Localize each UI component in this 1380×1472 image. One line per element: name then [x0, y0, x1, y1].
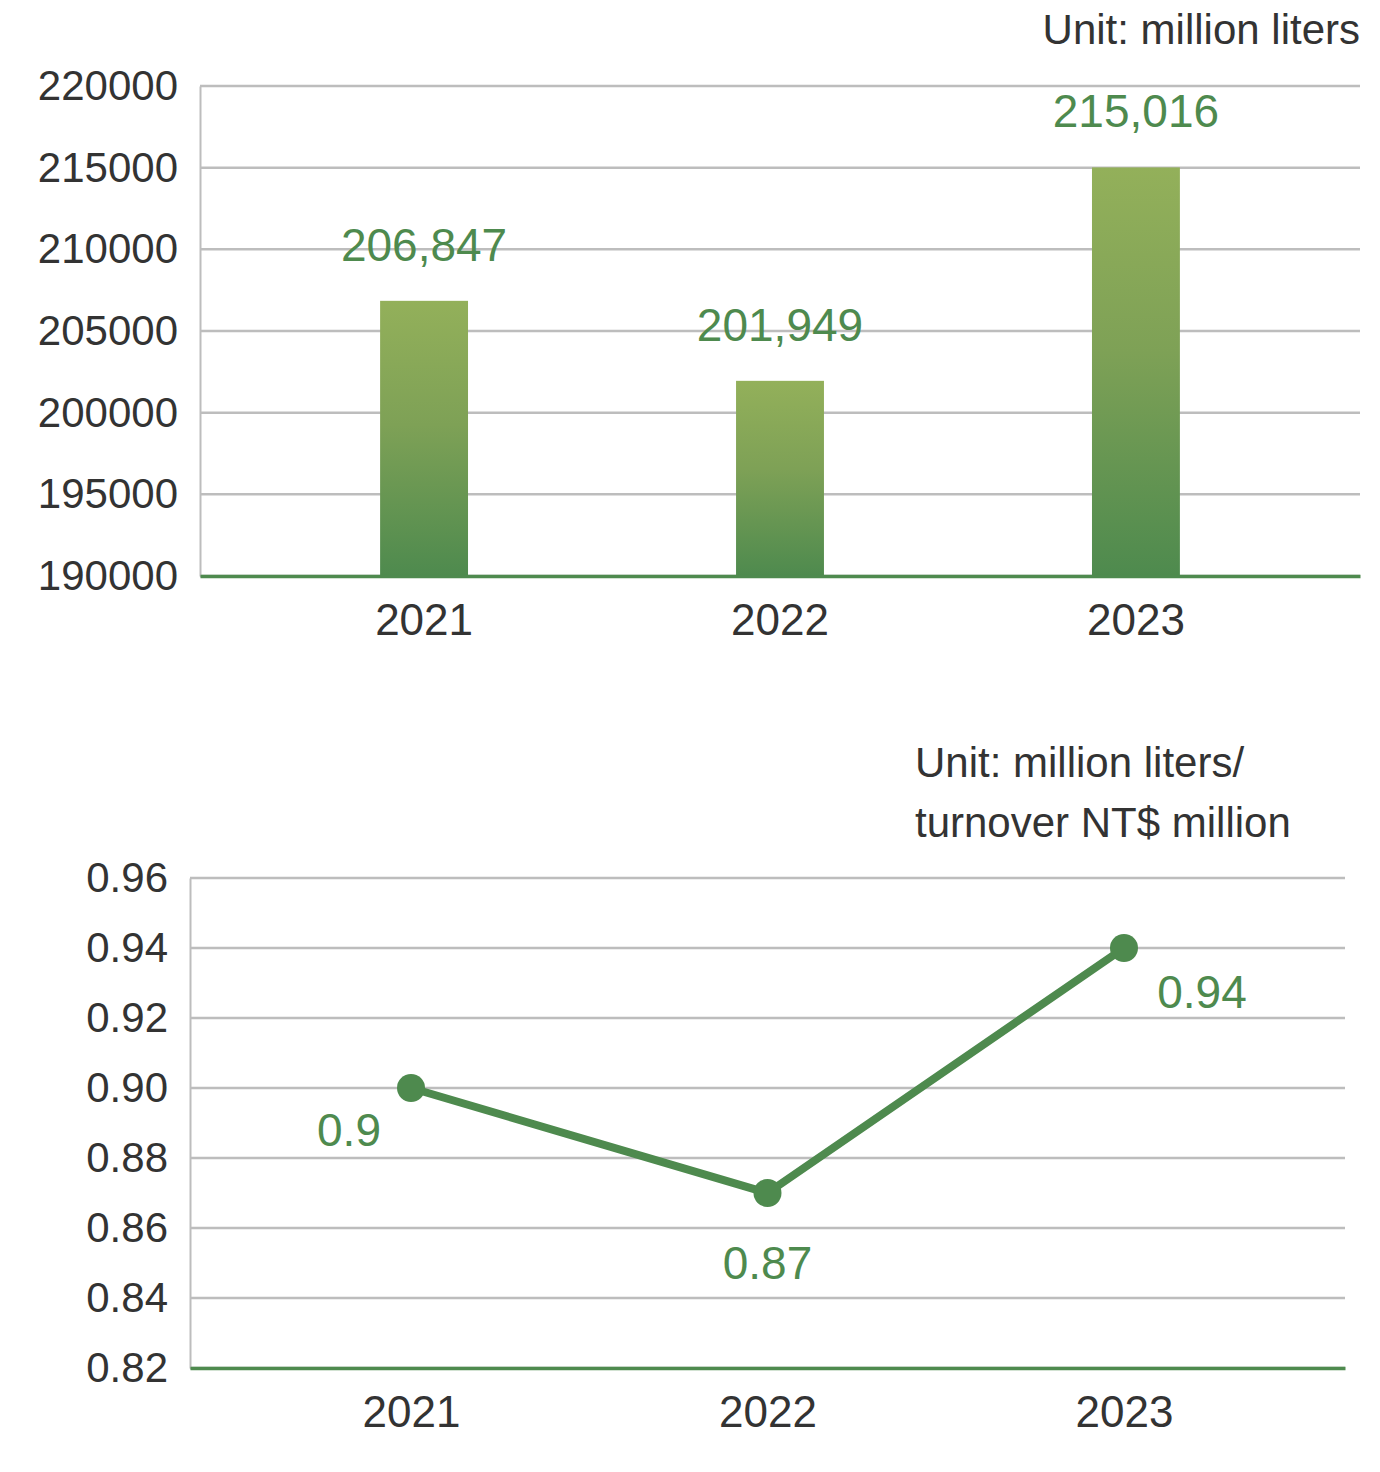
unit-label: turnover NT$ million — [915, 799, 1291, 846]
bar — [736, 381, 824, 576]
grid-line — [190, 1087, 1345, 1090]
marker — [754, 1179, 782, 1207]
grid-line — [190, 877, 1345, 880]
y-tick-label: 0.88 — [86, 1134, 168, 1181]
y-tick: 0.82 — [86, 1344, 190, 1391]
y-tick: 220000 — [38, 62, 200, 109]
y-axis-line — [190, 879, 192, 1369]
x-tick: 2021 — [375, 576, 473, 644]
y-tick: 0.88 — [86, 1134, 190, 1181]
y-tick-label: 200000 — [38, 389, 178, 436]
plot-marks — [397, 934, 1138, 1207]
y-tick-label: 0.82 — [86, 1344, 168, 1391]
y-tick-label: 0.92 — [86, 994, 168, 1041]
y-tick: 0.84 — [86, 1274, 190, 1321]
x-axis: 2021 2022 2023 — [191, 1368, 1346, 1436]
chart-canvas: Unit: million liters 190000 195000 200000 20… — [0, 0, 1380, 1472]
line — [411, 948, 1124, 1193]
y-tick: 0.94 — [86, 924, 190, 971]
y-tick-label: 0.94 — [86, 924, 168, 971]
chart-0: Unit: million liters 190000 195000 200000 20… — [38, 6, 1361, 644]
data-labels: 206,847 201,949 215,016 — [341, 85, 1219, 350]
y-tick: 0.96 — [86, 854, 190, 901]
x-axis-line — [201, 575, 1361, 579]
x-tick: 2021 — [363, 1368, 461, 1436]
bar — [1092, 167, 1180, 576]
x-tick: 2023 — [1087, 576, 1185, 644]
y-tick-label: 190000 — [38, 552, 178, 599]
grid — [190, 878, 1345, 1368]
grid-line — [200, 166, 1360, 169]
bar — [380, 301, 468, 576]
y-tick-label: 215000 — [38, 144, 178, 191]
y-tick: 215000 — [38, 144, 200, 191]
y-tick: 195000 — [38, 470, 200, 517]
y-tick-label: 0.84 — [86, 1274, 168, 1321]
unit-label: Unit: million liters — [1043, 6, 1360, 53]
grid-line — [190, 1227, 1345, 1230]
marker — [397, 1074, 425, 1102]
y-axis: 0.82 0.84 0.86 0.88 0.90 0.92 0.94 0.96 — [86, 854, 190, 1391]
grid — [200, 86, 1360, 576]
grid-line — [200, 575, 1360, 578]
x-tick: 2022 — [719, 1368, 817, 1436]
y-tick-label: 195000 — [38, 470, 178, 517]
y-tick: 190000 — [38, 552, 200, 599]
x-tick-label: 2022 — [719, 1387, 817, 1436]
marker — [1110, 934, 1138, 962]
y-tick: 0.90 — [86, 1064, 190, 1111]
y-tick-label: 210000 — [38, 225, 178, 272]
y-tick-label: 0.96 — [86, 854, 168, 901]
grid-line — [190, 1367, 1345, 1370]
data-label: 206,847 — [341, 219, 507, 271]
grid-line — [190, 1297, 1345, 1300]
x-tick-label: 2021 — [363, 1387, 461, 1436]
data-labels: 0.9 0.87 0.94 — [317, 966, 1247, 1289]
y-tick: 205000 — [38, 307, 200, 354]
unit-label: Unit: million liters/ — [915, 739, 1244, 786]
data-label: 0.87 — [723, 1237, 813, 1289]
data-label: 0.94 — [1157, 966, 1247, 1018]
x-tick: 2022 — [731, 576, 829, 644]
x-tick-label: 2023 — [1087, 595, 1185, 644]
grid-line — [190, 1157, 1345, 1160]
chart-1: Unit: million liters/turnover NT$ millio… — [86, 739, 1345, 1436]
x-tick-label: 2023 — [1076, 1387, 1174, 1436]
data-label: 201,949 — [697, 299, 863, 351]
y-tick: 210000 — [38, 225, 200, 272]
data-label: 215,016 — [1053, 85, 1219, 137]
data-label: 0.9 — [317, 1104, 381, 1156]
y-tick-label: 0.86 — [86, 1204, 168, 1251]
x-tick-label: 2021 — [375, 595, 473, 644]
y-axis: 190000 195000 200000 205000 210000 215000 2200… — [38, 62, 201, 599]
grid-line — [190, 947, 1345, 950]
y-tick-label: 205000 — [38, 307, 178, 354]
x-tick-label: 2022 — [731, 595, 829, 644]
x-axis-line — [191, 1367, 1346, 1371]
y-tick-label: 0.90 — [86, 1064, 168, 1111]
y-axis-line — [200, 87, 202, 577]
x-tick: 2023 — [1076, 1368, 1174, 1436]
y-tick-label: 220000 — [38, 62, 178, 109]
y-tick: 0.86 — [86, 1204, 190, 1251]
y-tick: 200000 — [38, 389, 200, 436]
y-tick: 0.92 — [86, 994, 190, 1041]
x-axis: 2021 2022 2023 — [201, 576, 1361, 644]
